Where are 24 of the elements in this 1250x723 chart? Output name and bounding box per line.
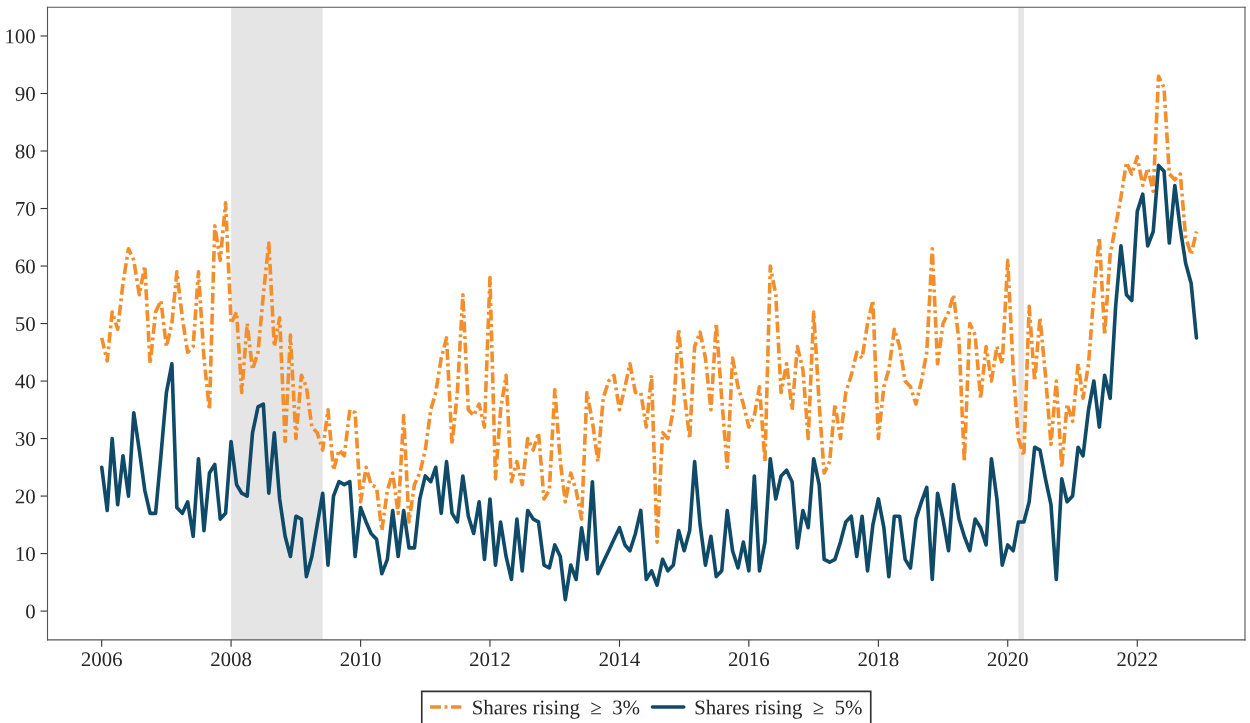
x-tick-label: 2010 <box>340 652 381 667</box>
y-tick-label: 70 <box>16 201 35 216</box>
x-tick-label: 2008 <box>211 652 252 667</box>
y-tick-label: 30 <box>15 431 35 446</box>
y-tick-label: 10 <box>16 546 35 562</box>
y-tick-label: 90 <box>15 86 35 101</box>
x-tick-label: 2016 <box>728 652 770 667</box>
x-tick-label: 2014 <box>599 652 640 667</box>
y-tick-label: 40 <box>15 374 35 389</box>
line-series <box>99 163 1199 602</box>
y-tick-label: 50 <box>16 316 35 331</box>
y-tick-label: 60 <box>15 259 35 274</box>
y-tick-label: 0 <box>26 604 35 619</box>
legend-label: Shares rising ≥ 5% <box>695 699 862 719</box>
x-tick-label: 2020 <box>987 652 1028 667</box>
x-tick-label: 2012 <box>470 652 510 667</box>
x-tick-label: 2006 <box>81 652 122 667</box>
legend-label: Shares rising ≥ 3% <box>473 699 640 719</box>
x-tick-label: 2018 <box>858 652 899 667</box>
x-tick-label: 2022 <box>1117 652 1157 667</box>
y-tick-label: 20 <box>15 489 35 504</box>
line-series <box>99 74 1199 544</box>
y-tick-label: 80 <box>15 144 35 159</box>
y-tick-label: 100 <box>6 29 35 44</box>
